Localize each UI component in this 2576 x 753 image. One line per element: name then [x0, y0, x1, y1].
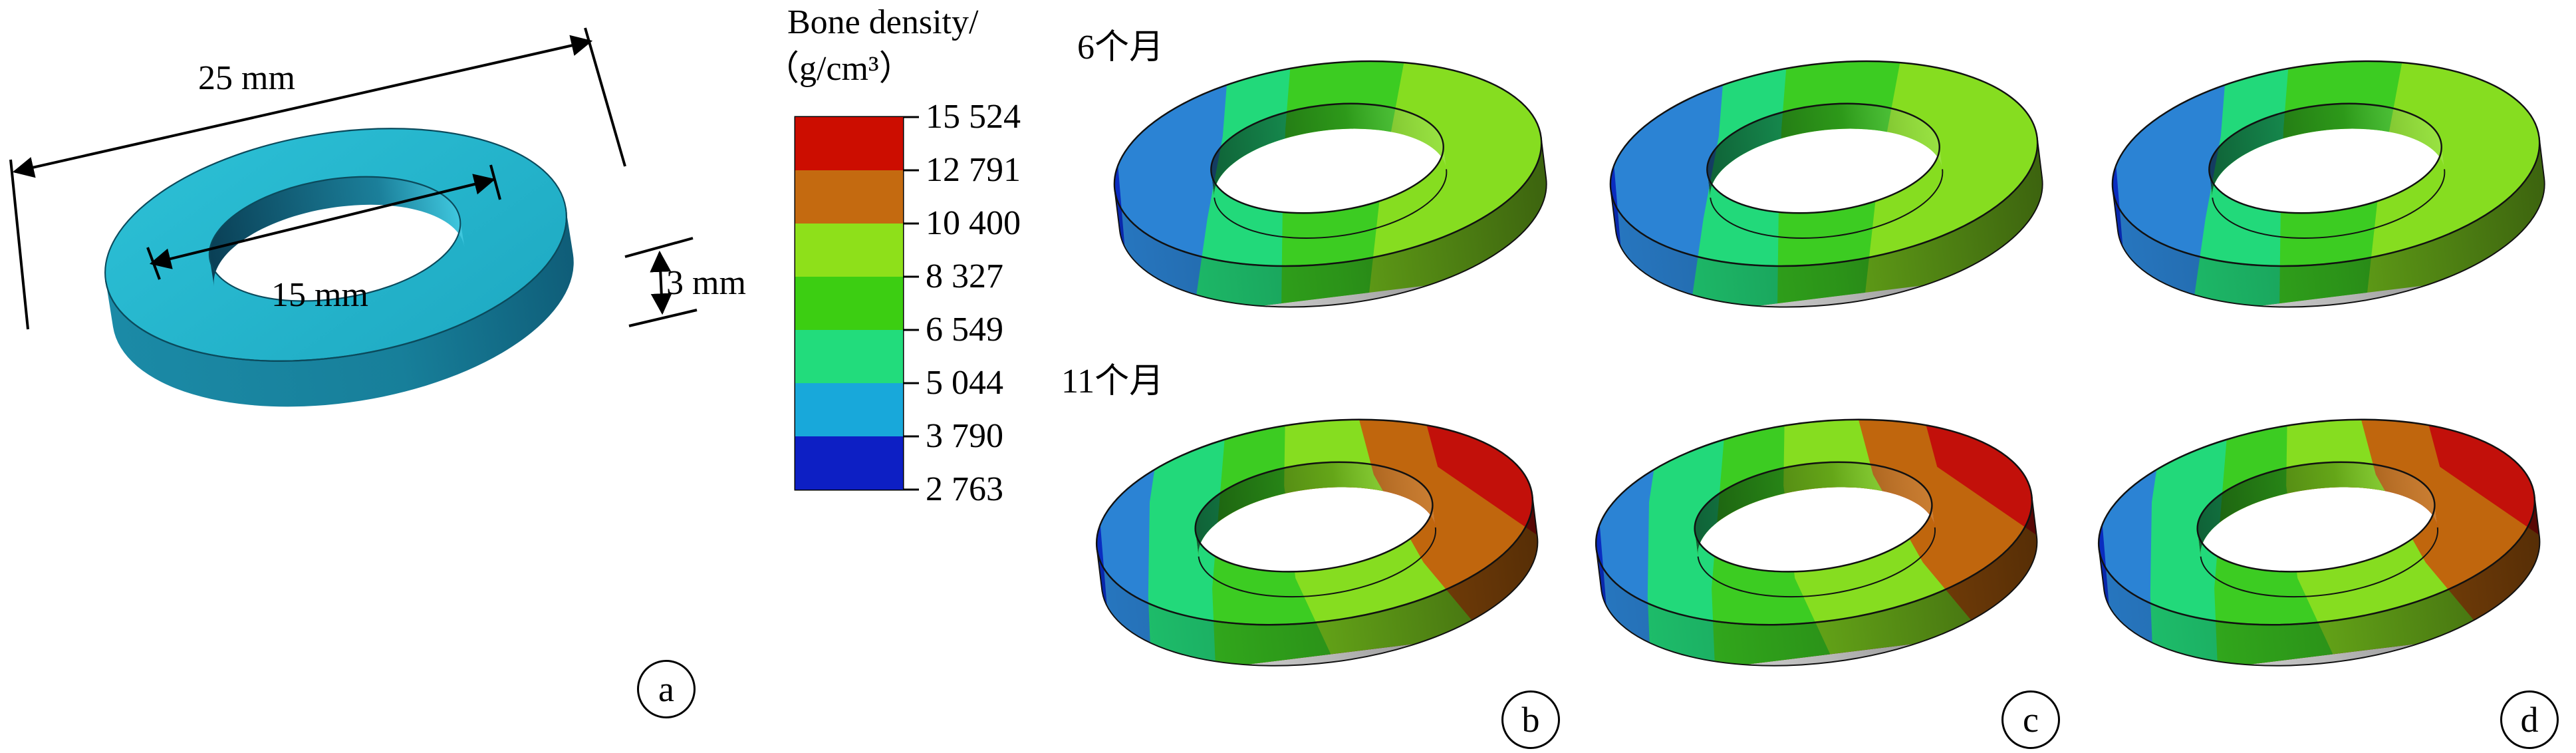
legend-tick-label: 6 549 [926, 311, 1003, 349]
panel-a-model [87, 97, 591, 438]
dimension-lines [9, 27, 698, 330]
legend-tick-label: 5 044 [926, 364, 1003, 402]
outer-diameter-label: 25 mm [198, 59, 295, 97]
legend-title-line1: Bone density/ [787, 3, 979, 41]
legend-title-line2: （g/cm³） [765, 50, 914, 88]
legend-tick-label: 15 524 [926, 98, 1021, 136]
legend-tick-label: 2 763 [926, 470, 1003, 508]
legend-swatch-4 [795, 277, 903, 330]
legend-swatch-3 [795, 224, 903, 277]
legend-swatch-5 [795, 330, 903, 383]
thickness-label: 3 mm [666, 264, 746, 302]
panel-letter-c: c [2001, 690, 2060, 749]
legend-swatch-6 [795, 383, 903, 436]
legend-swatch-2 [795, 170, 903, 224]
inner-diameter-label: 15 mm [271, 276, 368, 314]
legend-tick-label: 12 791 [926, 151, 1021, 189]
legend-tick-label: 3 790 [926, 417, 1003, 455]
legend-swatch-7 [795, 436, 903, 490]
legend-swatch-1 [795, 117, 903, 170]
legend-tick-label: 10 400 [926, 204, 1021, 242]
row-label-11-months: 11个月 [1061, 363, 1164, 400]
legend-tick-label: 8 327 [926, 257, 1003, 295]
panel-letter-a: a [637, 660, 696, 718]
panel-letter-b: b [1501, 690, 1560, 749]
row-label-6-months: 6个月 [1077, 29, 1164, 67]
panel-letter-d: d [2500, 690, 2559, 749]
